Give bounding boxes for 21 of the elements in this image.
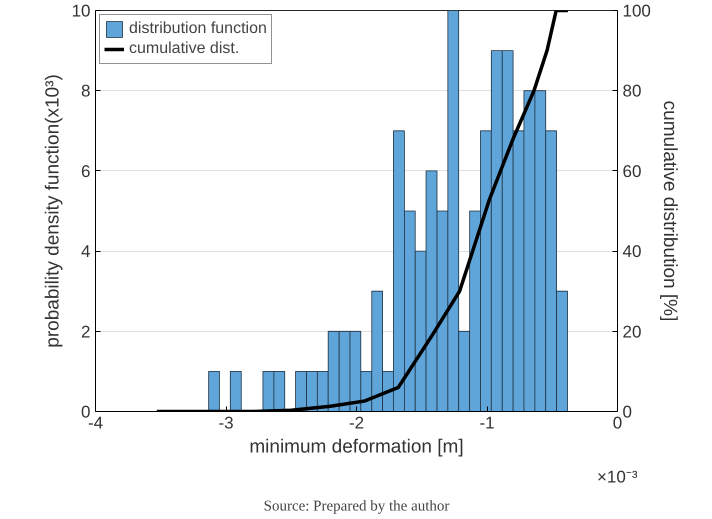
x-tick-label: -2	[348, 414, 364, 432]
x-tick-label: -1	[479, 414, 495, 432]
y2-tick-label: 60	[622, 162, 642, 181]
x-tick-label: 0	[612, 414, 622, 432]
y2-tick-label: 20	[622, 322, 642, 342]
y-tick-label: 10	[72, 2, 91, 20]
y-axis-title: probability density function(x10³)	[42, 74, 64, 348]
legend-label: cumulative dist.	[129, 40, 240, 58]
y2-axis-title: cumulative distribution [%]	[658, 100, 680, 322]
y-tick-label: 2	[81, 322, 91, 342]
x-tick-label: -3	[218, 414, 234, 432]
y2-tick-label: 80	[622, 82, 642, 101]
source-note: Source: Prepared by the author	[264, 498, 450, 514]
y-tick-label: 8	[81, 82, 91, 101]
y-tick-label: 6	[81, 162, 91, 181]
text: ×10⁻³	[597, 468, 638, 486]
y2-tick-label: 100	[622, 2, 651, 20]
y-tick-label: 4	[81, 242, 91, 262]
legend-label: distribution function	[129, 20, 267, 38]
y2-tick-label: 40	[622, 242, 642, 262]
x-axis-title: minimum deformation [m]	[249, 436, 464, 458]
